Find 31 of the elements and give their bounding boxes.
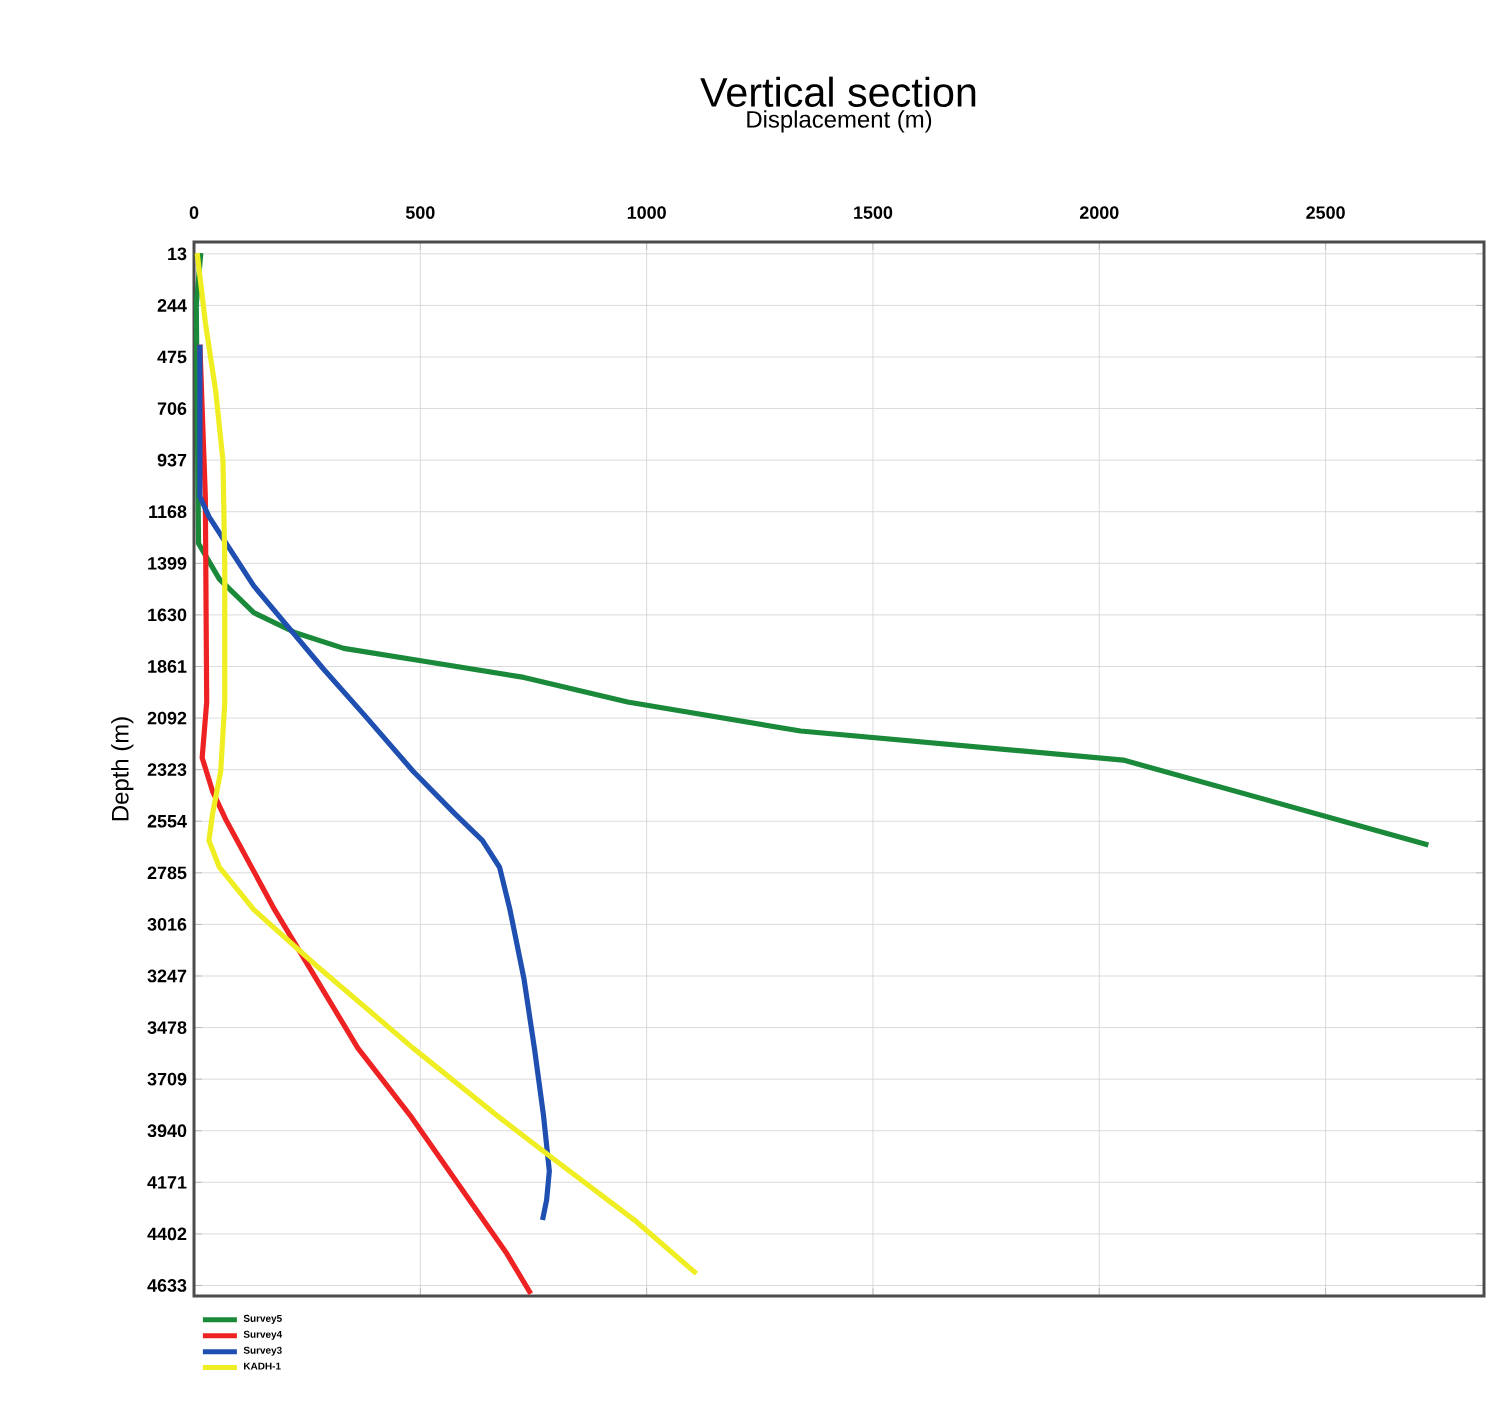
y-tick-label: 3709: [147, 1072, 187, 1086]
y-tick-label: 13: [168, 247, 187, 261]
x-tick-label: 1000: [627, 206, 666, 219]
x-tick-label: 2000: [1079, 206, 1119, 219]
y-tick-label: 4402: [147, 1227, 187, 1241]
x-tick-label: 500: [405, 206, 435, 219]
y-tick-label: 2323: [147, 763, 187, 776]
y-tick-label: 706: [157, 402, 187, 415]
y-tick-label: 1168: [149, 505, 187, 519]
y-tick-label: 475: [157, 350, 187, 364]
x-tick-label: 1500: [854, 206, 893, 219]
y-axis-title: Depth (m): [111, 717, 134, 821]
y-tick-label: 1399: [148, 556, 187, 570]
y-tick-label: 4633: [147, 1279, 187, 1292]
y-tick-label: 1630: [148, 608, 187, 622]
y-tick-label: 4171: [147, 1176, 187, 1189]
line-series: [194, 250, 700, 1277]
chart-title: Vertical section: [700, 76, 976, 107]
x-tick-label: 0: [189, 206, 199, 219]
x-axis-title: Displacement (m): [747, 110, 932, 133]
y-tick-label: 3247: [147, 969, 187, 983]
x-tick-label: 2500: [1306, 206, 1345, 219]
y-tick-label: 2554: [147, 814, 187, 828]
y-tick-label: 3016: [147, 918, 187, 931]
y-tick-label: 3478: [147, 1021, 187, 1034]
y-tick-label: 244: [157, 299, 187, 312]
y-tick-label: 1861: [148, 660, 187, 673]
y-tick-label: 937: [157, 453, 187, 467]
y-tick-label: 2092: [147, 711, 187, 725]
y-tick-label: 2785: [147, 866, 187, 880]
y-tick-label: 3940: [147, 1124, 187, 1138]
